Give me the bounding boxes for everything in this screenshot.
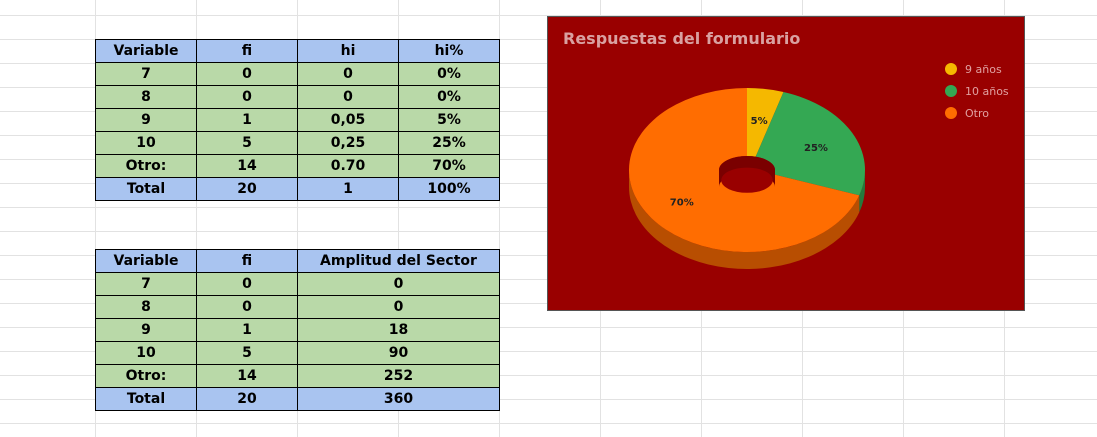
table-cell[interactable]: 0 <box>196 62 298 86</box>
header-cell[interactable]: Variable <box>95 39 197 63</box>
table-cell[interactable]: 0.70 <box>297 154 399 178</box>
table-row: 9 1 18 <box>95 318 500 342</box>
table-row: 8 0 0 <box>95 295 500 319</box>
table-row: 9 1 0,05 5% <box>95 108 500 132</box>
table-cell[interactable]: 0% <box>398 62 500 86</box>
table-cell[interactable]: 0,05 <box>297 108 399 132</box>
total-cell[interactable]: 20 <box>196 177 298 201</box>
table-row: 10 5 90 <box>95 341 500 365</box>
table-cell[interactable]: 10 <box>95 341 197 365</box>
table-row: Otro: 14 0.70 70% <box>95 154 500 178</box>
table-cell[interactable]: 0% <box>398 85 500 109</box>
table-cell[interactable]: 252 <box>297 364 500 388</box>
header-cell[interactable]: Amplitud del Sector <box>297 249 500 273</box>
header-cell[interactable]: Variable <box>95 249 197 273</box>
legend-item: 9 años <box>945 58 1009 80</box>
header-cell[interactable]: hi <box>297 39 399 63</box>
legend-label: 9 años <box>965 62 1002 76</box>
sector-amplitude-table: Variable fi Amplitud del Sector 7 0 0 8 … <box>95 249 500 411</box>
legend-label: Otro <box>965 106 989 120</box>
pie-side-wall <box>629 170 860 269</box>
legend-swatch-icon <box>945 85 957 97</box>
legend-item: 10 años <box>945 80 1009 102</box>
table-cell[interactable]: 0 <box>297 62 399 86</box>
table-cell[interactable]: 9 <box>95 108 197 132</box>
total-cell[interactable]: 20 <box>196 387 298 411</box>
table-cell[interactable]: 10 <box>95 131 197 155</box>
table-cell[interactable]: Otro: <box>95 154 197 178</box>
pie-chart: 5% 25% 70% <box>629 88 865 269</box>
pie-slice-10-años[interactable] <box>755 92 865 196</box>
table-cell[interactable]: 0,25 <box>297 131 399 155</box>
total-cell[interactable]: Total <box>95 387 197 411</box>
table-cell[interactable]: 9 <box>95 318 197 342</box>
table-cell[interactable]: 1 <box>196 318 298 342</box>
total-cell[interactable]: 1 <box>297 177 399 201</box>
table-row: 8 0 0 0% <box>95 85 500 109</box>
table-cell[interactable]: 7 <box>95 62 197 86</box>
legend-label: 10 años <box>965 84 1009 98</box>
table-row: 10 5 0,25 25% <box>95 131 500 155</box>
table-row: 7 0 0 <box>95 272 500 296</box>
table-cell[interactable]: 8 <box>95 295 197 319</box>
table-cell[interactable]: 5% <box>398 108 500 132</box>
table-total-row: Total 20 1 100% <box>95 177 500 201</box>
total-cell[interactable]: 100% <box>398 177 500 201</box>
table-cell[interactable]: 18 <box>297 318 500 342</box>
table-cell[interactable]: 0 <box>297 85 399 109</box>
table-row: Otro: 14 252 <box>95 364 500 388</box>
data-label: 25% <box>804 143 828 154</box>
total-cell[interactable]: 360 <box>297 387 500 411</box>
table-cell[interactable]: 90 <box>297 341 500 365</box>
table-cell[interactable]: 0 <box>297 295 500 319</box>
legend-swatch-icon <box>945 63 957 75</box>
table-header-row: Variable fi hi hi% <box>95 39 500 63</box>
header-cell[interactable]: fi <box>196 39 298 63</box>
table-cell[interactable]: 14 <box>196 154 298 178</box>
table-cell[interactable]: 8 <box>95 85 197 109</box>
data-label: 5% <box>751 116 768 127</box>
legend-item: Otro <box>945 102 1009 124</box>
table-cell[interactable]: 1 <box>196 108 298 132</box>
table-cell[interactable]: 14 <box>196 364 298 388</box>
chart-title: Respuestas del formulario <box>563 29 801 48</box>
header-cell[interactable]: fi <box>196 249 298 273</box>
pie-slice-otro[interactable] <box>629 88 860 252</box>
table-cell[interactable]: 0 <box>196 295 298 319</box>
pie-slice-9-años[interactable] <box>747 88 784 157</box>
table-cell[interactable]: 25% <box>398 131 500 155</box>
total-cell[interactable]: Total <box>95 177 197 201</box>
frequency-table: Variable fi hi hi% 7 0 0 0% 8 0 0 0% 9 1… <box>95 39 500 201</box>
legend-swatch-icon <box>945 107 957 119</box>
table-total-row: Total 20 360 <box>95 387 500 411</box>
table-row: 7 0 0 0% <box>95 62 500 86</box>
table-cell[interactable]: 5 <box>196 131 298 155</box>
table-cell[interactable]: 0 <box>196 85 298 109</box>
table-header-row: Variable fi Amplitud del Sector <box>95 249 500 273</box>
donut-hole <box>721 167 773 193</box>
table-cell[interactable]: 7 <box>95 272 197 296</box>
header-cell[interactable]: hi% <box>398 39 500 63</box>
table-cell[interactable]: Otro: <box>95 364 197 388</box>
table-cell[interactable]: 0 <box>297 272 500 296</box>
table-cell[interactable]: 5 <box>196 341 298 365</box>
table-cell[interactable]: 0 <box>196 272 298 296</box>
table-cell[interactable]: 70% <box>398 154 500 178</box>
data-label: 70% <box>670 197 694 208</box>
pie-chart-panel[interactable]: Respuestas del formulario 5% 25% 70% 9 año… <box>547 16 1025 311</box>
pie-side-wall <box>859 170 865 213</box>
chart-legend: 9 años 10 años Otro <box>945 58 1009 124</box>
